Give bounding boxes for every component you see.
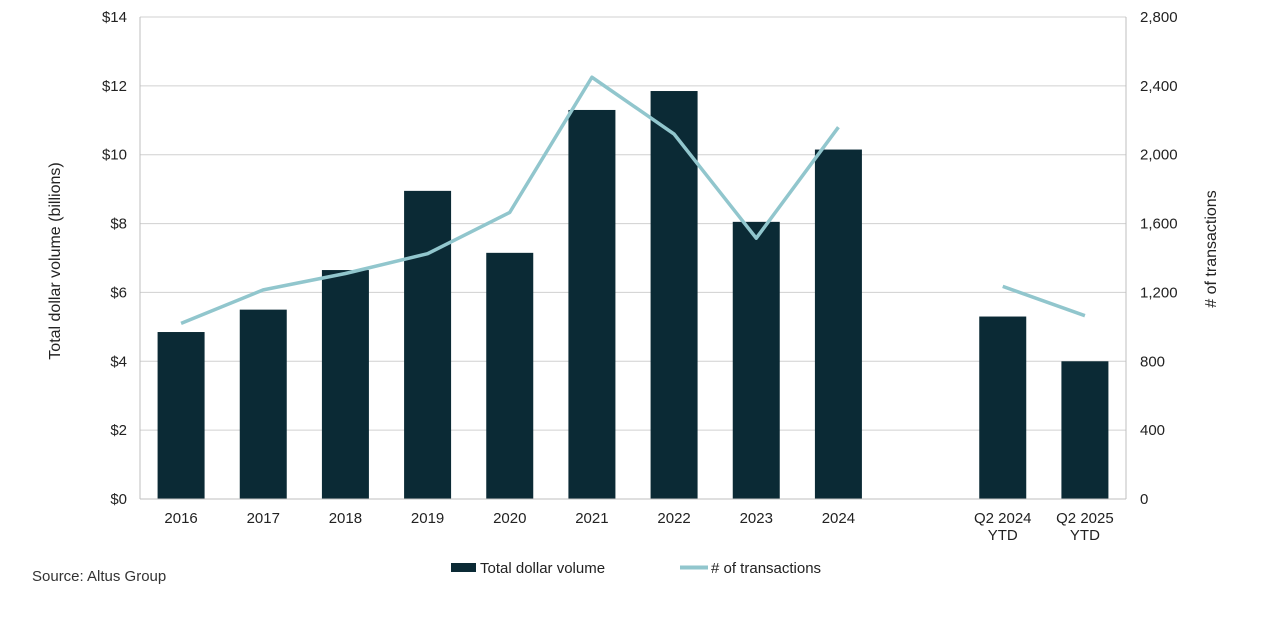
bar — [979, 316, 1027, 499]
left-axis-label: Total dollar volume (billions) — [47, 162, 64, 359]
x-tick-label: 2020 — [493, 510, 526, 527]
right-tick-label: 400 — [1140, 422, 1165, 439]
right-tick-label: 1,200 — [1140, 284, 1178, 301]
bar — [239, 309, 287, 499]
left-tick-label: $10 — [102, 147, 127, 164]
right-tick-label: 2,800 — [1140, 9, 1178, 26]
bar — [732, 221, 780, 499]
right-axis-label: # of transactions — [1203, 190, 1220, 307]
bar — [814, 149, 862, 500]
transactions-line — [180, 75, 840, 326]
bar — [486, 252, 534, 499]
bar — [568, 109, 616, 499]
left-tick-label: $8 — [110, 216, 127, 233]
bar — [321, 270, 369, 499]
source-note: Source: Altus Group — [32, 568, 167, 585]
left-tick-label: $12 — [102, 78, 127, 95]
transactions-line — [1002, 284, 1086, 318]
x-tick-label: 2016 — [164, 510, 197, 527]
axes — [139, 17, 1127, 500]
left-tick-label: $0 — [110, 491, 127, 508]
x-tick-label: 2023 — [740, 510, 773, 527]
right-tick-label: 2,400 — [1140, 78, 1178, 95]
bar — [1061, 361, 1109, 499]
right-tick-label: 800 — [1140, 353, 1165, 370]
legend-label-line: # of transactions — [711, 560, 821, 577]
x-tick-label: 2018 — [329, 510, 362, 527]
legend-swatch-bar — [451, 563, 476, 572]
x-tick-label: 2019 — [411, 510, 444, 527]
bar — [404, 190, 452, 499]
legend: Total dollar volume # of transactions — [451, 560, 821, 577]
left-tick-label: $14 — [102, 9, 127, 26]
left-axis-ticks: $0 $2 $4 $6 $8 $10 $12 $14 — [102, 9, 127, 508]
x-axis-ticks: 2016 2017 2018 2019 2020 2021 2022 2023 2024 Q2 2… — [164, 510, 1113, 544]
bar — [157, 332, 205, 499]
bar — [650, 91, 698, 500]
left-tick-label: $4 — [110, 353, 127, 370]
right-tick-label: 2,000 — [1140, 147, 1178, 164]
x-tick-label: 2017 — [247, 510, 280, 527]
right-axis-ticks: 0 400 800 1,200 1,600 2,000 2,400 2,800 — [1140, 9, 1178, 508]
right-tick-label: 0 — [1140, 491, 1148, 508]
gridlines — [140, 16, 1126, 431]
legend-label-bar: Total dollar volume — [480, 560, 605, 577]
x-tick-label: Q2 2024 YTD — [974, 510, 1032, 544]
left-tick-label: $6 — [110, 284, 127, 301]
line-series — [180, 75, 1086, 326]
x-tick-label: 2024 — [822, 510, 855, 527]
right-tick-label: 1,600 — [1140, 216, 1178, 233]
x-tick-label: Q2 2025 YTD — [1056, 510, 1114, 544]
bar-series — [157, 91, 1109, 500]
x-tick-label: 2021 — [575, 510, 608, 527]
left-tick-label: $2 — [110, 422, 127, 439]
x-tick-label: 2022 — [657, 510, 690, 527]
